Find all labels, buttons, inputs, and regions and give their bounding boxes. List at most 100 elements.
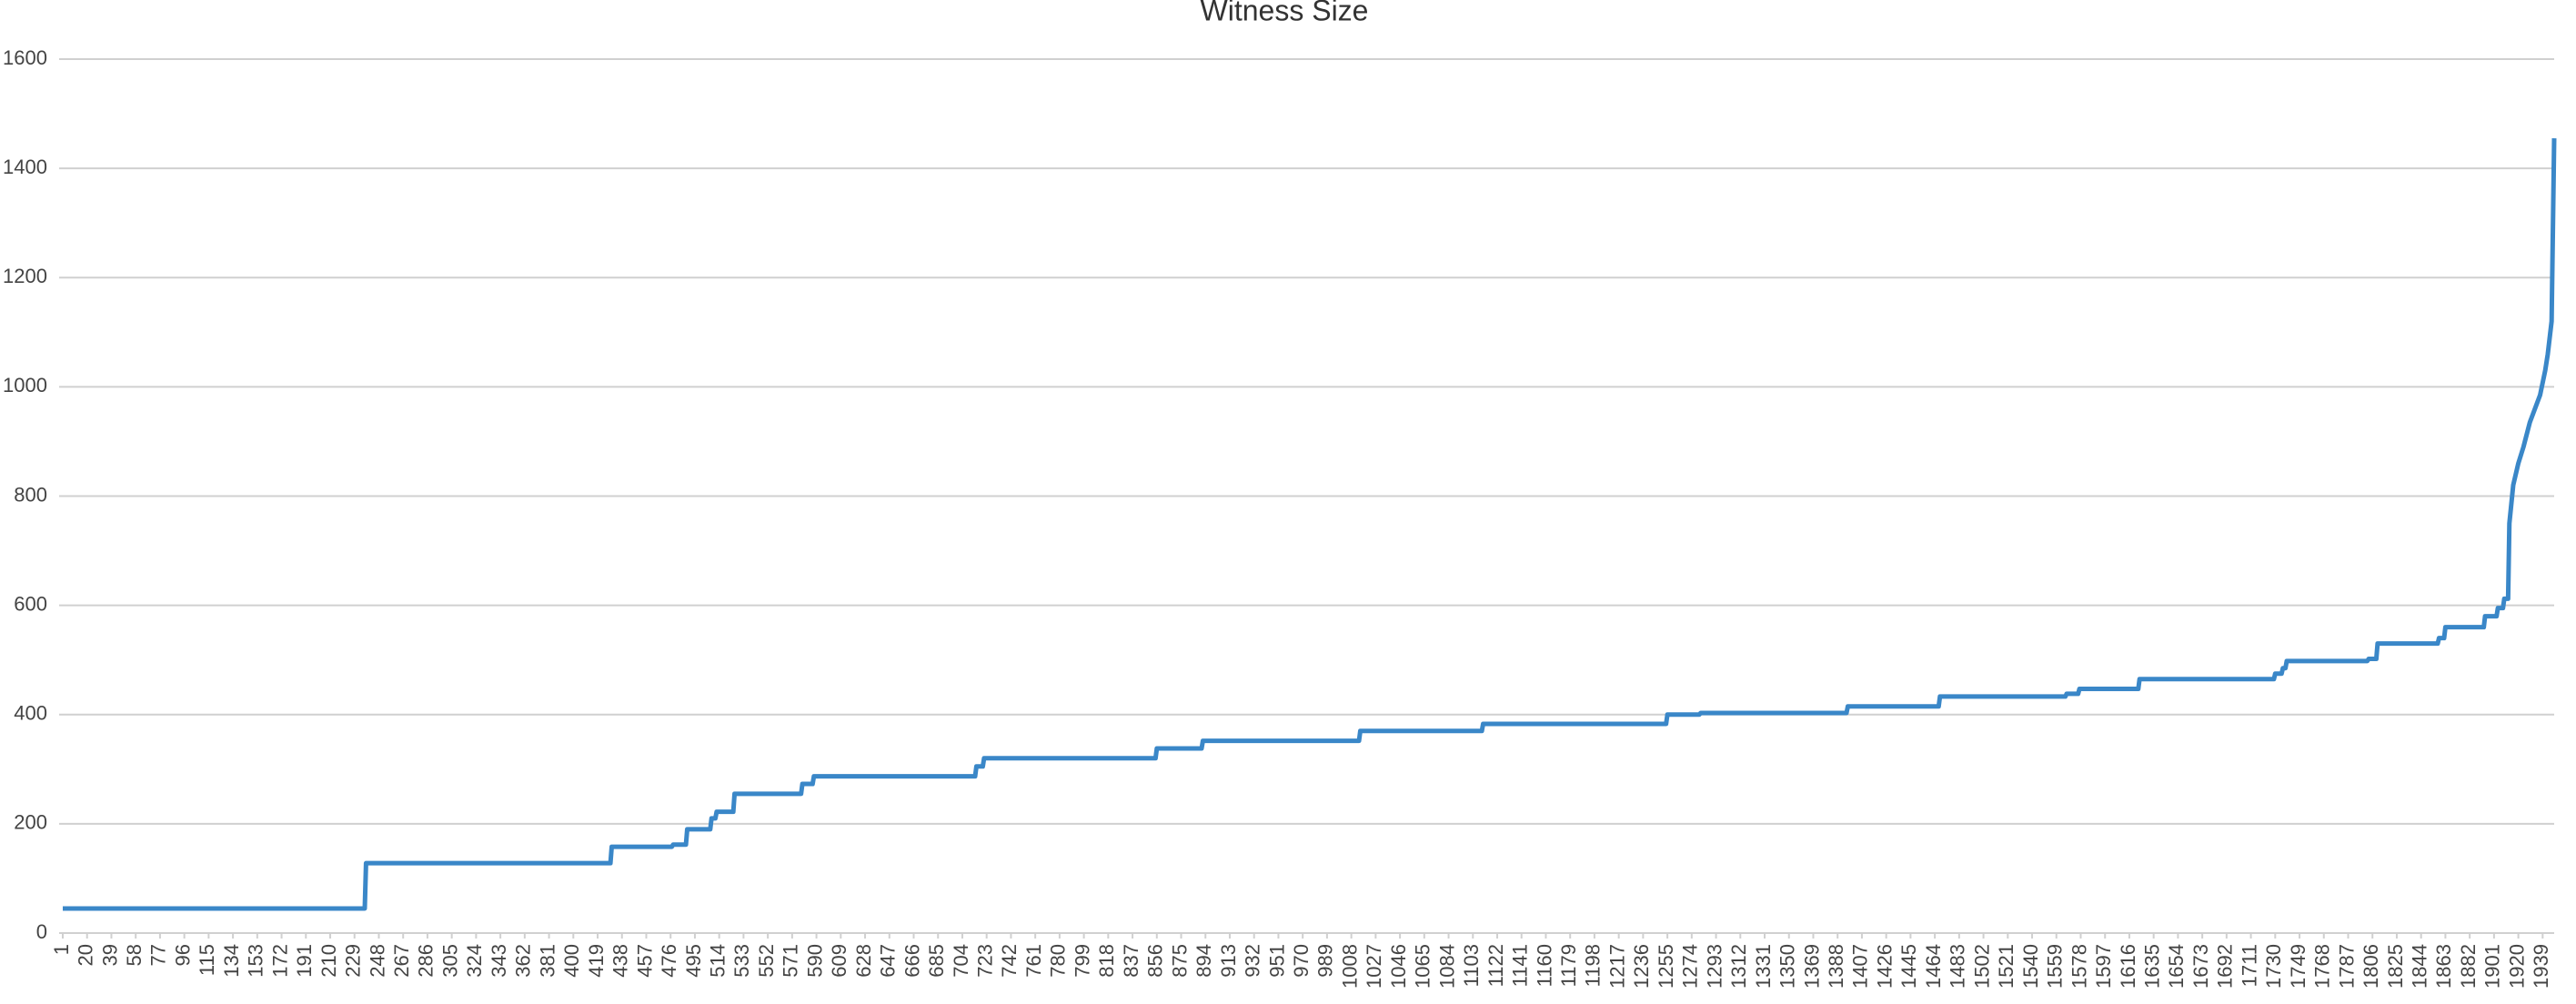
x-tick-label: 191 — [293, 944, 316, 978]
x-tick-label: 1198 — [1582, 944, 1605, 987]
x-tick-label: 476 — [658, 944, 680, 978]
x-tick-label: 1350 — [1776, 944, 1799, 989]
x-tick-label: 1844 — [2409, 944, 2431, 989]
x-tick-label: 495 — [682, 944, 705, 978]
x-tick-label: 913 — [1217, 944, 1240, 978]
x-tick-label: 1806 — [2360, 944, 2382, 989]
x-tick-label: 77 — [147, 944, 170, 966]
x-tick-label: 58 — [123, 944, 146, 966]
x-tick-label: 1749 — [2287, 944, 2309, 989]
x-tick-label: 1046 — [1387, 944, 1410, 989]
x-tick-label: 1 — [50, 944, 73, 955]
x-tick-label: 1312 — [1727, 944, 1750, 989]
x-tick-label: 685 — [925, 944, 948, 978]
x-tick-label: 438 — [609, 944, 632, 978]
x-tick-label: 1027 — [1363, 944, 1385, 989]
x-tick-label: 552 — [755, 944, 778, 978]
x-tick-label: 267 — [390, 944, 413, 978]
x-tick-label: 1654 — [2165, 944, 2188, 989]
y-tick-label: 1000 — [3, 374, 47, 397]
x-tick-label: 1502 — [1970, 944, 1993, 989]
x-tick-label: 1711 — [2238, 944, 2260, 987]
x-tick-label: 1008 — [1338, 944, 1361, 989]
y-tick-label: 1400 — [3, 156, 47, 178]
x-tick-label: 666 — [901, 944, 923, 978]
x-tick-label: 1084 — [1435, 944, 1458, 989]
x-tick-label: 1160 — [1533, 944, 1555, 987]
x-tick-label: 628 — [852, 944, 875, 978]
x-tick-label: 799 — [1071, 944, 1093, 978]
x-tick-label: 533 — [730, 944, 753, 978]
x-tick-label: 1597 — [2092, 944, 2115, 989]
x-tick-label: 115 — [196, 944, 218, 976]
x-tick-label: 1179 — [1557, 944, 1580, 987]
x-tick-label: 1768 — [2311, 944, 2334, 989]
x-tick-label: 1388 — [1825, 944, 1847, 989]
x-tick-label: 1103 — [1460, 944, 1483, 987]
x-tick-label: 1331 — [1752, 944, 1775, 989]
x-tick-label: 153 — [245, 944, 267, 978]
x-tick-label: 457 — [633, 944, 656, 978]
x-tick-label: 1407 — [1849, 944, 1872, 989]
y-tick-label: 1200 — [3, 265, 47, 287]
x-tick-label: 381 — [536, 944, 558, 978]
y-tick-label: 600 — [14, 592, 47, 615]
x-tick-label: 761 — [1022, 944, 1045, 978]
y-tick-label: 0 — [36, 920, 47, 943]
x-tick-label: 704 — [950, 944, 972, 978]
x-tick-label: 1540 — [2019, 944, 2042, 989]
x-tick-label: 1255 — [1655, 944, 1677, 989]
y-tick-label: 400 — [14, 702, 47, 725]
x-tick-label: 1616 — [2117, 944, 2139, 989]
x-tick-label: 210 — [317, 944, 340, 978]
x-tick-label: 1445 — [1897, 944, 1920, 989]
x-tick-label: 20 — [75, 944, 97, 966]
x-tick-label: 96 — [171, 944, 194, 966]
x-tick-label: 286 — [415, 944, 438, 978]
x-tick-label: 248 — [366, 944, 388, 978]
x-tick-label: 1635 — [2140, 944, 2163, 989]
chart-title: Witness Size — [1201, 0, 1369, 26]
x-tick-label: 1217 — [1605, 944, 1628, 989]
x-tick-label: 1293 — [1703, 944, 1726, 989]
x-tick-label: 1825 — [2384, 944, 2407, 989]
x-tick-label: 856 — [1144, 944, 1167, 978]
x-tick-label: 1787 — [2335, 944, 2358, 989]
x-tick-label: 39 — [98, 944, 121, 966]
y-tick-label: 800 — [14, 483, 47, 506]
x-tick-label: 1882 — [2457, 944, 2480, 989]
x-tick-label: 1483 — [1947, 944, 1969, 989]
x-tick-label: 1863 — [2432, 944, 2455, 989]
x-tick-label: 989 — [1314, 944, 1337, 978]
x-tick-label: 932 — [1242, 944, 1264, 978]
x-tick-label: 647 — [877, 944, 900, 978]
x-tick-label: 951 — [1265, 944, 1288, 978]
x-tick-label: 1939 — [2530, 944, 2552, 989]
x-tick-label: 875 — [1168, 944, 1191, 978]
x-tick-label: 1521 — [1995, 944, 2018, 989]
x-tick-label: 1369 — [1800, 944, 1823, 989]
x-tick-label: 571 — [780, 944, 802, 978]
x-tick-label: 514 — [706, 944, 729, 978]
x-tick-label: 894 — [1192, 944, 1215, 978]
x-tick-label: 1730 — [2262, 944, 2285, 989]
x-tick-label: 229 — [342, 944, 365, 978]
x-tick-label: 609 — [828, 944, 850, 978]
x-tick-label: 134 — [220, 944, 243, 978]
x-tick-label: 1673 — [2189, 944, 2212, 989]
x-tick-label: 1122 — [1484, 944, 1507, 987]
x-tick-label: 305 — [438, 944, 461, 978]
y-tick-label: 200 — [14, 811, 47, 834]
x-tick-label: 1559 — [2044, 944, 2067, 989]
x-tick-label: 1901 — [2481, 944, 2504, 989]
x-tick-label: 1236 — [1630, 944, 1653, 989]
x-tick-label: 818 — [1095, 944, 1118, 978]
y-tick-label: 1600 — [3, 46, 47, 69]
x-tick-label: 742 — [998, 944, 1021, 978]
x-tick-label: 400 — [560, 944, 583, 978]
data-line — [63, 138, 2557, 911]
x-tick-label: 362 — [512, 944, 535, 978]
x-tick-label: 172 — [268, 944, 291, 978]
x-tick-label: 1920 — [2505, 944, 2528, 989]
